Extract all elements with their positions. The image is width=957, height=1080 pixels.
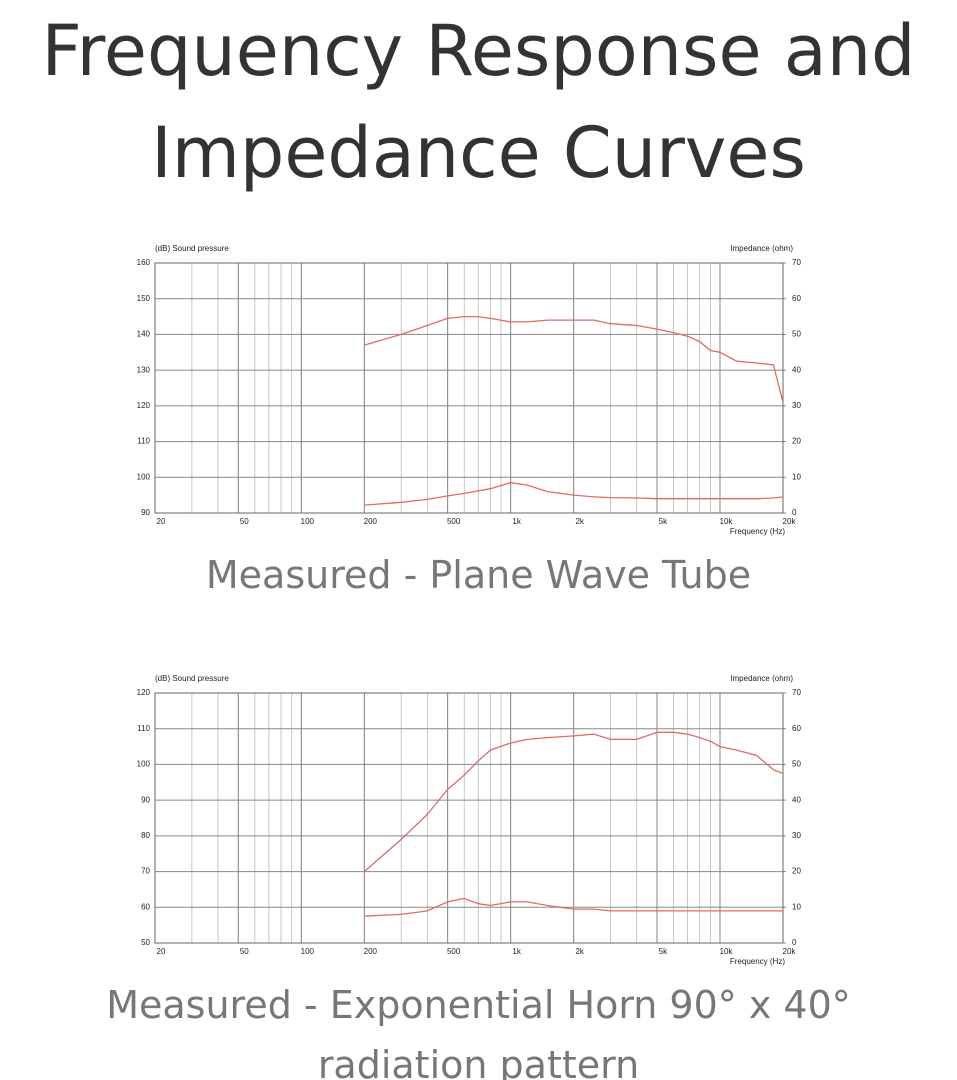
x-tick-label: 20k — [783, 947, 797, 956]
x-axis-label: Frequency (Hz) — [730, 957, 785, 966]
x-tick-label: 2k — [575, 517, 584, 526]
x-tick-label: 200 — [364, 517, 378, 526]
y-tick-label: 120 — [137, 401, 151, 410]
plot-frame — [154, 692, 784, 944]
x-tick-label: 1k — [512, 947, 521, 956]
x-tick-label: 50 — [240, 517, 249, 526]
plot-frame — [154, 262, 784, 514]
x-tick-label: 20 — [157, 517, 166, 526]
y2-tick-label: 60 — [792, 294, 801, 303]
y2-tick-label: 20 — [792, 437, 801, 446]
series-line — [364, 315, 784, 403]
chart-caption: Measured - Plane Wave Tube — [205, 553, 752, 597]
y-tick-label: 100 — [137, 760, 151, 769]
chart: 20 50 100 200 500 1k 2k 5k 10k 20k901001101201301… — [137, 244, 802, 536]
y2-tick-label: 50 — [792, 330, 801, 339]
y-tick-label: 140 — [137, 330, 151, 339]
y-axis-label: (dB) Sound pressure — [155, 244, 229, 253]
series-line — [363, 731, 784, 873]
y-tick-label: 110 — [137, 437, 150, 446]
y2-tick-label: 30 — [792, 831, 801, 840]
y-tick-label: 90 — [141, 795, 150, 804]
x-tick-label: 100 — [301, 517, 315, 526]
y2-tick-label: 40 — [792, 365, 801, 374]
y-tick-label: 160 — [137, 258, 151, 267]
x-tick-label: 200 — [364, 947, 378, 956]
y2-tick-label: 0 — [792, 508, 797, 517]
chart: 20 50 100 200 500 1k 2k 5k 10k 20k506070809010011… — [137, 674, 802, 966]
y-tick-label: 100 — [137, 472, 151, 481]
y2-tick-label: 20 — [792, 867, 801, 876]
y-tick-label: 110 — [137, 724, 150, 733]
y2-tick-label: 10 — [792, 472, 801, 481]
x-tick-label: 50 — [240, 947, 249, 956]
series-line — [364, 481, 784, 506]
y2-tick-label: 30 — [792, 401, 801, 410]
y-axis-label: (dB) Sound pressure — [155, 674, 229, 683]
x-tick-label: 10k — [720, 947, 734, 956]
y2-tick-label: 0 — [792, 938, 797, 947]
y-tick-label: 50 — [141, 938, 150, 947]
x-tick-label: 100 — [301, 947, 315, 956]
y-tick-label: 90 — [141, 508, 150, 517]
x-axis-label: Frequency (Hz) — [730, 527, 785, 536]
x-tick-label: 500 — [447, 947, 461, 956]
y-tick-label: 150 — [137, 294, 151, 303]
x-tick-label: 10k — [720, 517, 734, 526]
y-tick-label: 80 — [141, 831, 150, 840]
x-tick-label: 1k — [512, 517, 521, 526]
y-tick-label: 60 — [141, 902, 150, 911]
y2-tick-label: 70 — [792, 258, 801, 267]
x-tick-label: 2k — [575, 947, 584, 956]
y2-axis-label: Impedance (ohm) — [730, 674, 793, 683]
x-tick-label: 500 — [447, 517, 461, 526]
y2-tick-label: 10 — [792, 902, 801, 911]
y-tick-label: 70 — [141, 867, 150, 876]
y2-tick-label: 50 — [792, 760, 801, 769]
x-tick-label: 5k — [659, 947, 668, 956]
series-line — [364, 897, 783, 917]
x-tick-label: 20 — [157, 947, 166, 956]
y2-axis-label: Impedance (ohm) — [730, 244, 793, 253]
chart-caption: Measured - Exponential Horn 90° x 40° ra… — [106, 983, 851, 1080]
y2-tick-label: 70 — [792, 688, 801, 697]
y-tick-label: 120 — [137, 688, 151, 697]
y2-tick-label: 60 — [792, 724, 801, 733]
y2-tick-label: 40 — [792, 795, 801, 804]
x-tick-label: 5k — [659, 517, 668, 526]
x-tick-label: 20k — [783, 517, 797, 526]
page-title: Frequency Response and Impedance Curves — [41, 10, 916, 194]
y-tick-label: 130 — [137, 365, 151, 374]
